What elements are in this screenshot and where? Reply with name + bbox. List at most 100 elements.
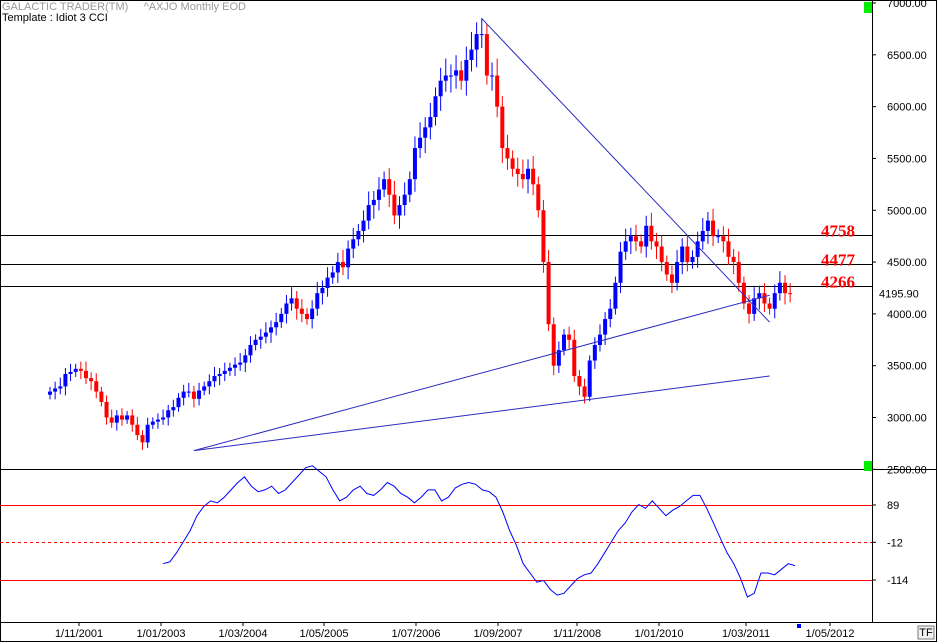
candle-body — [541, 210, 546, 263]
candle-body — [83, 370, 88, 379]
candle-body — [269, 327, 274, 333]
candle-body — [705, 220, 710, 231]
candle-body — [736, 262, 741, 283]
candle-body — [433, 96, 438, 117]
candle-body — [495, 75, 500, 107]
time-tick-label: 1/05/2005 — [300, 628, 349, 640]
candle-body — [58, 386, 63, 389]
candle-body — [356, 230, 361, 240]
candle-body — [772, 293, 777, 309]
candle-body — [675, 262, 680, 283]
candle-body — [315, 293, 320, 309]
cci-tick-label: -12 — [887, 537, 903, 549]
candle-body — [531, 168, 536, 185]
candle-body — [783, 282, 788, 294]
candle-body — [464, 59, 469, 81]
candle-body — [526, 168, 531, 180]
candle-body — [484, 34, 489, 76]
price-tick-label: 5000.00 — [887, 205, 927, 217]
candle-body — [150, 421, 155, 425]
candle-body — [716, 236, 721, 238]
candle-body — [633, 236, 638, 242]
candle-body — [73, 368, 78, 372]
candle-body — [623, 241, 628, 252]
candle-body — [89, 378, 94, 382]
candle-body — [217, 373, 222, 377]
candle-body — [788, 293, 793, 295]
candle-body — [690, 256, 695, 263]
tf-button[interactable] — [917, 625, 935, 640]
candle-body — [361, 220, 366, 231]
time-tick-label: 1/01/2010 — [635, 628, 684, 640]
candle-body — [562, 334, 566, 351]
candle-body — [448, 75, 453, 77]
candle-body — [104, 401, 109, 418]
candle-body — [767, 303, 772, 309]
level-label-4477: 4477 — [821, 251, 856, 270]
candle-body — [762, 293, 767, 304]
candle-body — [371, 199, 376, 206]
candle-body — [305, 313, 309, 320]
candle-body — [94, 381, 99, 392]
candle-body — [238, 362, 243, 365]
candle-body — [125, 415, 130, 420]
top-marker — [864, 2, 872, 13]
candle-body — [284, 303, 289, 314]
candle-body — [320, 287, 325, 294]
candle-body — [592, 344, 597, 361]
candle-body — [78, 368, 83, 371]
candle-body — [99, 391, 104, 402]
candle-body — [741, 282, 746, 304]
candle-body — [366, 205, 371, 221]
candle-body — [114, 415, 119, 423]
candle-body — [423, 127, 428, 138]
candle-body — [140, 435, 145, 443]
candle-body — [130, 415, 135, 425]
candle-body — [726, 241, 731, 257]
candle-body — [669, 274, 674, 283]
candle-body — [191, 391, 196, 399]
candle-body — [233, 364, 238, 368]
symbol-label: ^AXJO Monthly EOD — [143, 1, 246, 13]
candle-body — [340, 262, 345, 268]
candle-body — [68, 371, 73, 374]
price-tick-label: 6000.00 — [887, 102, 927, 114]
candle-body — [258, 336, 263, 340]
cci-panel — [0, 465, 872, 598]
candle-body — [608, 308, 613, 320]
trendline-2 — [193, 375, 770, 452]
time-tick-label: 1/09/2007 — [474, 628, 523, 640]
candle-body — [757, 293, 762, 299]
level-label-4266: 4266 — [821, 273, 855, 292]
price-candles — [48, 18, 793, 450]
time-tick-label: 1/07/2006 — [392, 628, 441, 640]
bottom-marker — [864, 461, 872, 471]
candle-body — [649, 225, 654, 242]
candle-body — [438, 80, 443, 97]
time-tick-label: 1/05/2012 — [806, 628, 855, 640]
candle-body — [505, 148, 510, 159]
candle-body — [289, 298, 294, 304]
candle-body — [603, 319, 608, 335]
candle-body — [279, 313, 284, 323]
candle-body — [577, 376, 582, 387]
cci-line — [162, 465, 796, 598]
cci-tick-label: 89 — [887, 500, 899, 512]
candle-body — [119, 415, 124, 420]
candle-body — [654, 241, 659, 247]
candle-body — [202, 386, 207, 391]
candle-body — [161, 417, 166, 420]
candle-body — [454, 70, 459, 76]
candle-body — [63, 373, 68, 387]
candle-body — [644, 225, 649, 247]
last-price-label: 4195.90 — [879, 289, 919, 301]
candle-body — [207, 381, 212, 387]
support-resistance-levels: 4758 4477 4266 — [0, 222, 872, 292]
candle-body — [659, 246, 664, 263]
candle-body — [459, 70, 464, 81]
price-tick-label: 6500.00 — [887, 50, 927, 62]
candle-body — [351, 239, 356, 249]
